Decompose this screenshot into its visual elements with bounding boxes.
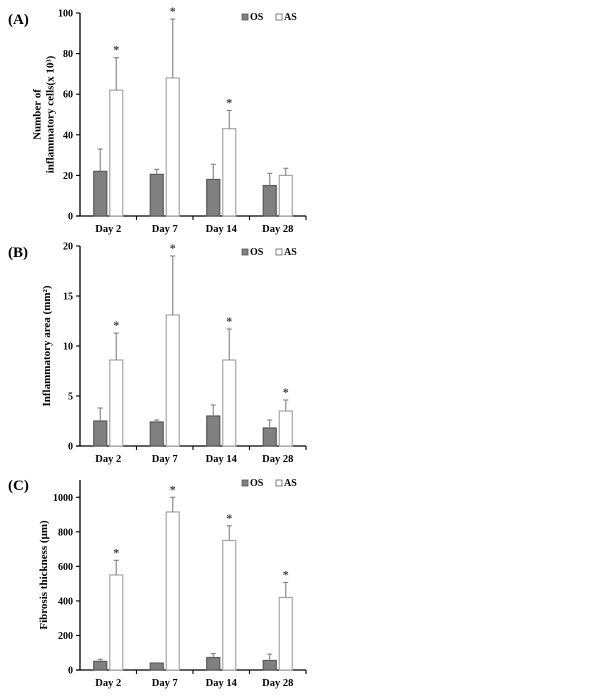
x-tick-label: Day 2 (95, 678, 121, 689)
y-tick-label: 400 (58, 596, 73, 607)
legend: OS AS (241, 478, 297, 489)
bar-as (109, 574, 124, 671)
legend-swatch-os (241, 248, 249, 256)
y-tick-label: 10 (63, 342, 73, 353)
bar-os (206, 415, 221, 447)
panel-label: (C) (8, 478, 29, 494)
bar-os (93, 170, 108, 217)
x-tick-label: Day 2 (95, 224, 121, 235)
y-axis-title: Inflammatory area (mm²) (41, 285, 53, 406)
bar-as (222, 359, 237, 447)
significance-marker: * (170, 482, 176, 496)
x-tick-label: Day 28 (262, 678, 293, 689)
y-tick-label: 0 (68, 666, 73, 677)
significance-marker: * (113, 545, 119, 559)
significance-marker: * (226, 95, 232, 109)
y-tick-label: 20 (63, 171, 73, 182)
x-tick-label: Day 28 (262, 454, 293, 465)
significance-marker: * (170, 241, 176, 255)
legend-swatch-as (275, 479, 283, 487)
x-tick-label: Day 14 (206, 678, 238, 689)
bar-as (165, 314, 180, 447)
y-tick-label: 80 (63, 49, 73, 60)
bar-as (165, 511, 180, 671)
legend-label-os: OS (250, 247, 264, 258)
y-tick-label: 600 (58, 562, 73, 573)
x-tick-label: Day 7 (152, 678, 178, 689)
y-tick-label: 15 (63, 292, 73, 303)
y-tick-label: 20 (63, 242, 73, 253)
y-tick-label: 40 (63, 130, 73, 141)
bar-os (262, 427, 277, 447)
bar-os (149, 662, 164, 671)
legend-swatch-as (275, 13, 283, 21)
y-axis-title: inflammatory cells(x 10³) (45, 55, 57, 173)
y-tick-label: 1000 (53, 493, 73, 504)
y-tick-label: 5 (68, 392, 73, 403)
x-tick-label: Day 14 (206, 224, 238, 235)
chart-panel-a: (A) 0 20 40 60 80 100 Day 2 Day 7 Day 14 Day 28 Num… (8, 4, 307, 235)
bar-as (109, 89, 124, 217)
x-tick-label: Day 7 (152, 224, 178, 235)
legend-swatch-os (241, 479, 249, 487)
y-tick-label: 60 (63, 90, 73, 101)
significance-marker: * (170, 4, 176, 18)
bar-as (109, 359, 124, 447)
bar-as (222, 128, 237, 217)
panel-label: (B) (8, 245, 28, 261)
legend-swatch-os (241, 13, 249, 21)
y-axis-title: Fibrosis thickness (μm) (38, 520, 50, 630)
bar-as (222, 539, 237, 671)
chart-panel-b: (B) 0 5 10 15 20 Day 2 Day 7 Day 14 Day 28 Inflamm… (8, 241, 307, 465)
y-tick-label: 200 (58, 631, 73, 642)
bar-as (165, 77, 180, 217)
legend-label-as: AS (284, 12, 297, 23)
bar-as (278, 596, 293, 671)
significance-marker: * (113, 43, 119, 57)
y-tick-label: 0 (68, 212, 73, 223)
legend: OS AS (241, 12, 297, 23)
x-tick-label: Day 28 (262, 224, 293, 235)
y-tick-label: 800 (58, 527, 73, 538)
panel-label: (A) (8, 12, 29, 28)
y-tick-label: 0 (68, 442, 73, 453)
x-tick-label: Day 14 (206, 454, 238, 465)
legend-label-as: AS (284, 478, 297, 489)
y-axis-title: Number of (32, 89, 44, 140)
legend-label-os: OS (250, 12, 264, 23)
significance-marker: * (226, 511, 232, 525)
bar-os (93, 660, 108, 671)
legend-label-os: OS (250, 478, 264, 489)
bar-os (93, 420, 108, 447)
significance-marker: * (226, 314, 232, 328)
chart-panel-c: (C) 0 200 400 600 800 1000 Day 2 Day 7 Day 14 Day … (8, 478, 307, 689)
significance-marker: * (283, 567, 289, 581)
bar-as (278, 410, 293, 447)
bar-os (262, 184, 277, 217)
legend-label-as: AS (284, 247, 297, 258)
y-tick-label: 100 (58, 9, 73, 20)
significance-marker: * (113, 318, 119, 332)
legend-swatch-as (275, 248, 283, 256)
bar-os (262, 659, 277, 671)
bar-os (149, 173, 164, 217)
legend: OS AS (241, 247, 297, 258)
significance-marker: * (283, 385, 289, 399)
bar-os (206, 178, 221, 217)
x-tick-label: Day 2 (95, 454, 121, 465)
x-tick-label: Day 7 (152, 454, 178, 465)
bar-os (149, 421, 164, 447)
bar-os (206, 656, 221, 671)
bar-as (278, 174, 293, 217)
